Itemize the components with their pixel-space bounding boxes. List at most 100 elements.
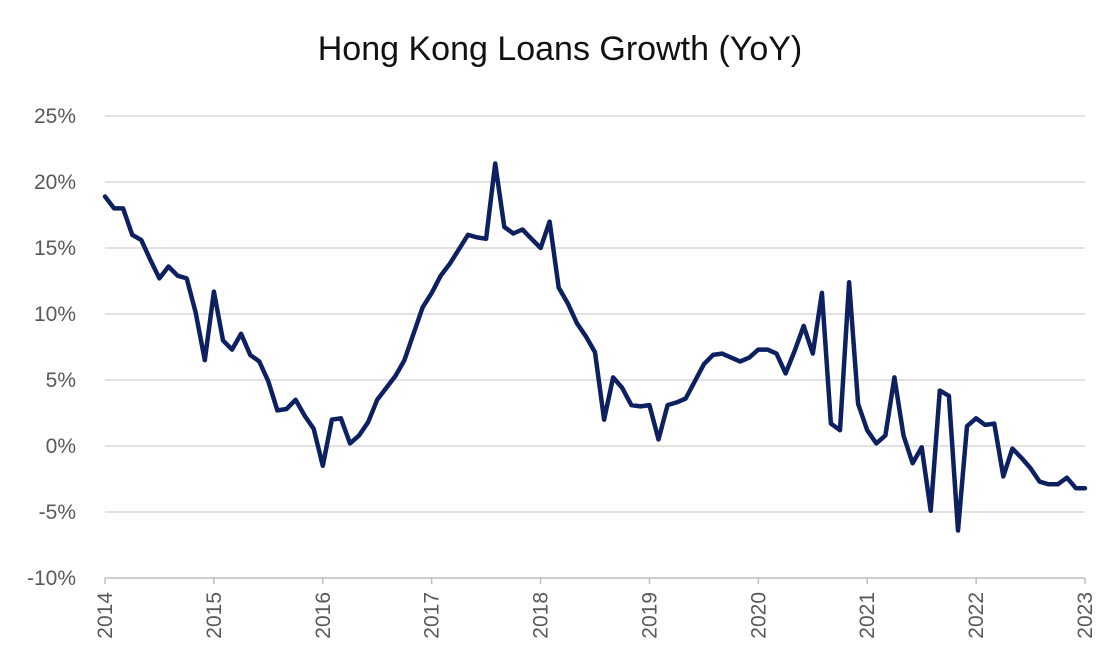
data-point [594, 351, 596, 354]
data-point [567, 302, 569, 305]
y-tick-label: -5% [39, 501, 76, 524]
data-point [630, 404, 633, 406]
y-tick-label: 20% [34, 171, 76, 194]
data-point [839, 429, 841, 432]
data-point [467, 234, 469, 236]
data-point [621, 387, 623, 389]
chart-title: Hong Kong Loans Growth (YoY) [317, 30, 803, 68]
data-point [793, 350, 796, 352]
data-point [530, 238, 533, 240]
data-point [1057, 483, 1059, 486]
data-point [449, 263, 451, 265]
data-point [939, 389, 941, 392]
data-point [222, 339, 224, 342]
x-tick-label: 2016 [312, 592, 335, 639]
data-point [730, 356, 732, 359]
data-point [322, 465, 324, 467]
data-point [576, 322, 578, 325]
data-point [294, 399, 297, 401]
x-tick-label: 2022 [965, 592, 988, 639]
data-point [957, 529, 959, 532]
data-point [948, 395, 950, 397]
data-point [557, 286, 560, 289]
data-point [376, 399, 379, 401]
data-point [176, 274, 179, 277]
data-point [358, 434, 360, 437]
data-point [140, 239, 143, 241]
data-point [694, 380, 696, 383]
data-point [1075, 487, 1077, 490]
data-point [966, 425, 968, 428]
data-point [612, 376, 614, 379]
data-point [893, 376, 896, 379]
data-point [149, 259, 152, 261]
data-point [766, 348, 769, 351]
data-point [185, 277, 188, 280]
data-point [131, 234, 133, 236]
data-point [675, 401, 678, 404]
data-point [430, 292, 433, 294]
data-point [902, 434, 905, 437]
y-tick-label: 0% [46, 435, 76, 458]
series-group [102, 161, 1088, 533]
data-point [1002, 475, 1005, 478]
data-point [857, 403, 859, 405]
y-axis-ticks: 25% 20% 15% 10% 5% 0% -5% -10% [27, 105, 76, 590]
data-point [911, 462, 914, 465]
data-point [748, 356, 751, 359]
y-tick-label: 5% [46, 369, 76, 392]
data-point [285, 408, 288, 410]
data-point [1029, 467, 1032, 470]
y-tick-label: 15% [34, 237, 76, 260]
x-tick-label: 2018 [530, 592, 553, 639]
data-point [412, 333, 415, 335]
data-point [757, 348, 760, 351]
data-point [1084, 487, 1086, 490]
x-tick-label: 2017 [421, 592, 444, 639]
data-point [331, 418, 333, 421]
x-tick-label: 2020 [747, 592, 770, 639]
data-point [503, 226, 506, 228]
data-point [929, 509, 932, 512]
data-point [866, 429, 868, 432]
y-tick-label: -10% [27, 567, 76, 590]
data-point [657, 438, 660, 441]
data-point [1020, 457, 1023, 459]
data-point [984, 424, 986, 426]
data-point [476, 236, 478, 239]
data-point [113, 207, 115, 210]
data-point [213, 290, 215, 293]
data-point [494, 162, 497, 165]
data-point [231, 348, 233, 351]
data-point [104, 195, 106, 198]
data-point [167, 265, 170, 268]
data-point [367, 421, 369, 424]
data-point [249, 354, 251, 356]
series-line [102, 161, 1088, 533]
data-point [122, 207, 124, 210]
data-point [666, 404, 669, 406]
data-point [712, 354, 714, 356]
data-point [812, 352, 814, 355]
data-point [802, 325, 805, 327]
data-point [975, 417, 977, 420]
gridlines [105, 115, 1085, 513]
x-tick-label: 2019 [638, 592, 661, 639]
data-point [258, 360, 261, 363]
data-point [512, 232, 515, 235]
data-point [340, 417, 342, 420]
data-point [312, 428, 315, 430]
data-point [439, 274, 442, 277]
data-point [267, 380, 270, 383]
data-point [276, 409, 279, 412]
data-point [875, 442, 878, 445]
data-point [884, 434, 887, 437]
data-point [548, 220, 551, 223]
x-tick-label: 2023 [1074, 592, 1097, 639]
data-point [385, 387, 388, 389]
data-point [485, 238, 487, 240]
data-point [204, 359, 206, 362]
data-point [830, 422, 832, 425]
data-point [303, 414, 306, 417]
